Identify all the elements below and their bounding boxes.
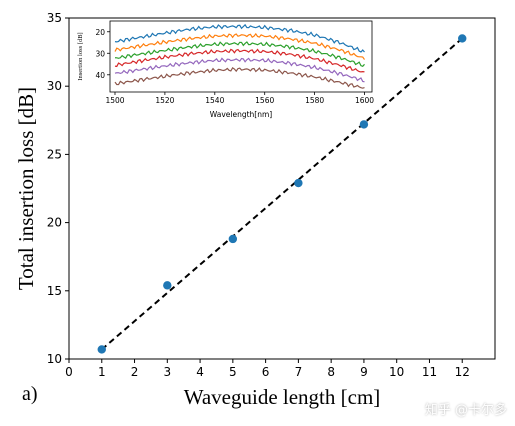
inset-series-line bbox=[114, 57, 365, 83]
main-plot-frame bbox=[68, 17, 496, 360]
inset-x-tick-label: 1600 bbox=[355, 96, 374, 105]
x-tick-label: 11 bbox=[422, 365, 437, 379]
inset-x-tick-label: 1580 bbox=[305, 96, 324, 105]
inset-plot: 1500 1520 1540 1560 1580 1600 20 30 40 Waveleng… bbox=[77, 20, 374, 119]
main-y-ticks: 10 15 20 25 30 35 bbox=[47, 11, 69, 366]
inset-x-tick-label: 1500 bbox=[105, 96, 124, 105]
data-point bbox=[163, 281, 172, 290]
watermark: 知乎 @卡尔多 bbox=[424, 403, 507, 418]
inset-y-ticks: 20 30 40 bbox=[95, 28, 110, 80]
y-axis-label: Total insertion loss [dB] bbox=[14, 87, 38, 290]
inset-series-line bbox=[114, 23, 365, 53]
main-x-ticks: 0 1 2 3 4 5 6 7 8 9 10 11 12 bbox=[65, 359, 470, 379]
y-tick-label: 10 bbox=[47, 352, 62, 366]
inset-y-tick-label: 20 bbox=[95, 28, 105, 37]
x-tick-label: 6 bbox=[262, 365, 270, 379]
data-point bbox=[294, 178, 303, 188]
inset-series-group bbox=[114, 23, 365, 89]
data-points-group bbox=[97, 34, 467, 354]
x-tick-label: 5 bbox=[229, 365, 237, 379]
x-tick-label: 7 bbox=[295, 365, 303, 379]
x-tick-label: 9 bbox=[360, 365, 368, 379]
inset-y-axis-label: Insertion loss [dB] bbox=[77, 32, 84, 80]
x-tick-label: 3 bbox=[163, 365, 171, 379]
inset-series-line bbox=[114, 66, 365, 89]
y-tick-label: 15 bbox=[47, 284, 62, 298]
y-tick-label: 30 bbox=[47, 79, 62, 93]
inset-x-tick-label: 1520 bbox=[155, 96, 174, 105]
inset-frame bbox=[109, 20, 373, 93]
x-tick-label: 12 bbox=[455, 365, 470, 379]
x-tick-label: 4 bbox=[196, 365, 204, 379]
data-point bbox=[97, 345, 106, 354]
panel-label: a) bbox=[22, 383, 38, 405]
y-tick-label: 35 bbox=[47, 11, 62, 25]
x-axis-label: Waveguide length [cm] bbox=[184, 385, 381, 409]
inset-series-line bbox=[114, 41, 365, 67]
y-tick-label: 20 bbox=[47, 216, 62, 230]
inset-series-line bbox=[114, 32, 365, 60]
inset-x-tick-label: 1560 bbox=[255, 96, 274, 105]
x-tick-label: 1 bbox=[98, 365, 106, 379]
x-tick-label: 10 bbox=[389, 365, 404, 379]
x-tick-label: 2 bbox=[131, 365, 139, 379]
x-tick-label: 0 bbox=[65, 365, 73, 379]
data-point bbox=[228, 234, 238, 244]
inset-x-tick-label: 1540 bbox=[205, 96, 224, 105]
inset-y-tick-label: 30 bbox=[95, 49, 105, 58]
inset-x-ticks: 1500 1520 1540 1560 1580 1600 bbox=[105, 92, 374, 105]
inset-background bbox=[110, 21, 372, 92]
inset-series-line bbox=[114, 48, 365, 73]
y-tick-label: 25 bbox=[47, 147, 62, 161]
inset-x-axis-label: Wavelength[nm] bbox=[210, 110, 272, 119]
x-tick-label: 8 bbox=[327, 365, 335, 379]
data-point bbox=[458, 34, 467, 43]
inset-y-tick-label: 40 bbox=[95, 71, 105, 80]
data-point bbox=[359, 120, 369, 129]
